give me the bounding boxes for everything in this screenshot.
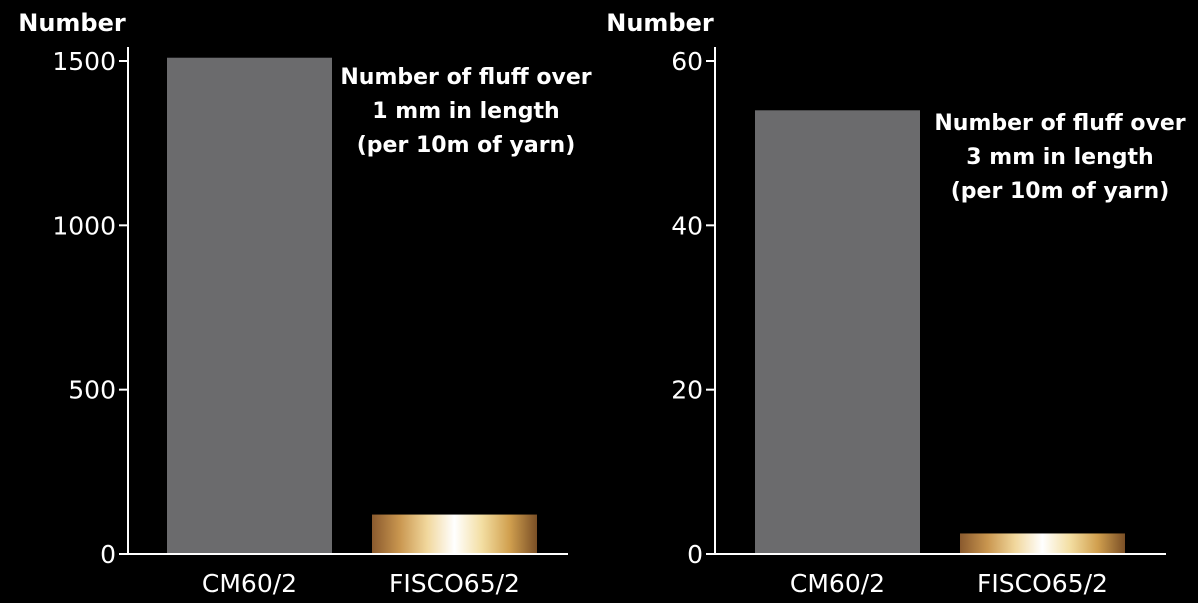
y-tick-label: 1500 — [52, 47, 116, 76]
annotation-line: 1 mm in length — [372, 99, 559, 124]
y-tick-label: 0 — [687, 540, 703, 569]
y-tick-label: 500 — [68, 376, 116, 405]
y-tick-label: 0 — [100, 540, 116, 569]
bar-fisco65-2 — [960, 533, 1125, 554]
x-category-label: CM60/2 — [202, 569, 297, 598]
y-tick-label: 60 — [671, 47, 703, 76]
y-axis-label: Number — [18, 9, 126, 37]
x-category-label: CM60/2 — [790, 569, 885, 598]
chart-right: 0 20 40 60 CM60/2 FISCO65/2 Number Number of fl… — [606, 9, 1185, 598]
annotation-line: (per 10m of yarn) — [357, 133, 576, 158]
bar-cm60-2 — [167, 57, 332, 555]
annotation-line: (per 10m of yarn) — [951, 179, 1170, 204]
x-category-label: FISCO65/2 — [977, 569, 1108, 598]
bar-fisco65-2 — [372, 514, 537, 554]
y-tick-label: 20 — [671, 376, 703, 405]
y-axis-label: Number — [606, 9, 714, 37]
y-tick-label: 40 — [671, 211, 703, 240]
annotation-line: Number of fluff over — [340, 65, 591, 90]
y-tick-label: 1000 — [52, 211, 116, 240]
x-category-label: FISCO65/2 — [389, 569, 520, 598]
annotation-line: 3 mm in length — [966, 145, 1153, 170]
chart-left: 0 500 1000 1500 CM60/2 FISCO65/2 Number Number … — [18, 9, 591, 598]
annotation-line: Number of fluff over — [934, 111, 1185, 136]
bar-cm60-2 — [755, 110, 920, 555]
